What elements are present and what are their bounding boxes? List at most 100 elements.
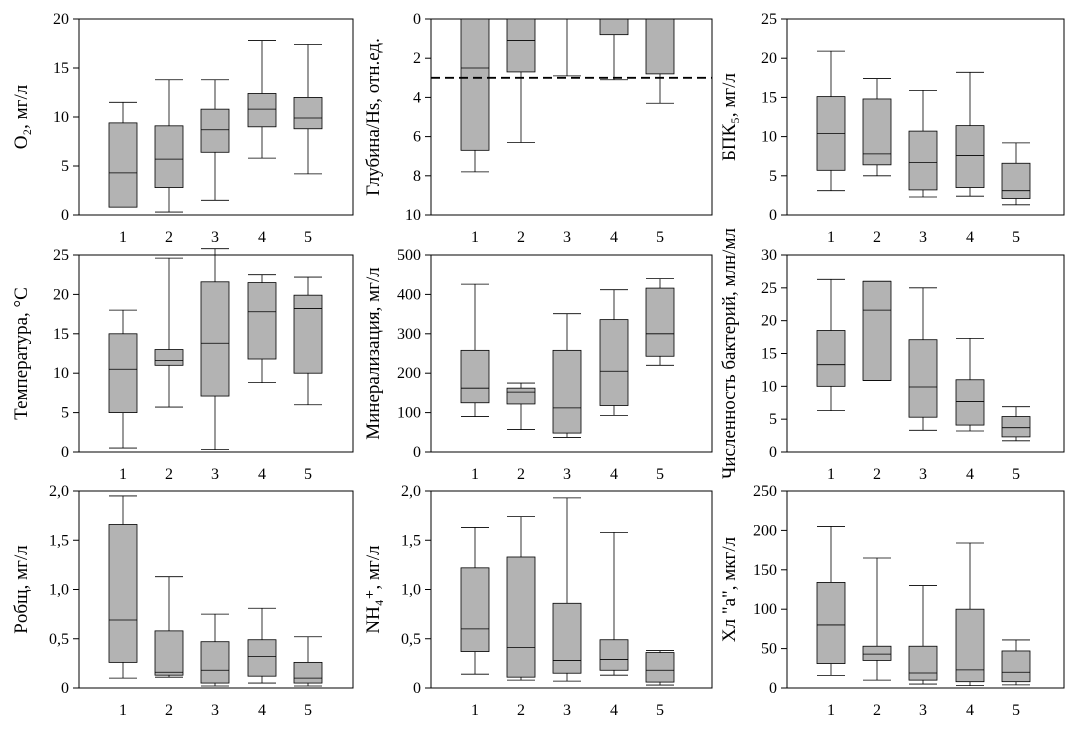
- x-tick-label: 2: [165, 229, 173, 246]
- iqr-box: [552, 602, 582, 674]
- y-tick-label: 1,0: [49, 582, 69, 599]
- y-tick-label: 500: [397, 247, 421, 264]
- y-tick-label: 200: [397, 365, 421, 382]
- y-tick-label: 25: [53, 247, 69, 264]
- chart-panel-5: 0 100 200 300 400 500 1 2 3 4 5 Минерализация, мг/л: [363, 247, 713, 483]
- y-tick-label: 250: [753, 483, 777, 500]
- box-category-4: [599, 531, 629, 676]
- x-tick-label: 2: [873, 229, 881, 246]
- box-category-5: [1001, 639, 1031, 686]
- x-tick-label: 5: [656, 702, 664, 719]
- iqr-box: [645, 287, 675, 357]
- box-category-1: [108, 101, 138, 208]
- y-tick-label: 1,5: [49, 532, 69, 549]
- y-tick-label: 15: [761, 89, 777, 106]
- x-tick-label: 2: [873, 702, 881, 719]
- iqr-box: [816, 582, 846, 664]
- y-tick-label: 200: [753, 522, 777, 539]
- box-category-5: [645, 650, 675, 686]
- plot-frame: [786, 490, 1065, 689]
- y-tick-label: 2: [413, 50, 421, 67]
- y-tick-label: 8: [413, 168, 421, 185]
- x-tick-label: 3: [211, 466, 219, 483]
- y-tick-label: 10: [761, 378, 777, 395]
- x-tick-label: 1: [471, 702, 479, 719]
- x-tick-label: 5: [656, 466, 664, 483]
- x-tick-label: 2: [165, 466, 173, 483]
- box-category-3: [200, 248, 230, 451]
- box-category-5: [293, 276, 323, 406]
- iqr-box: [460, 349, 490, 404]
- iqr-box: [955, 379, 985, 426]
- iqr-box: [1001, 416, 1031, 438]
- x-tick-label: 5: [1012, 702, 1020, 719]
- iqr-box: [599, 639, 629, 671]
- x-tick-label: 4: [966, 466, 974, 483]
- box-category-1: [460, 18, 490, 173]
- iqr-box: [247, 93, 277, 128]
- y-tick-label: 10: [761, 129, 777, 146]
- x-tick-label: 2: [517, 702, 525, 719]
- y-axis-label: Численность бактерий, млн/мл: [719, 228, 740, 479]
- iqr-box: [247, 639, 277, 677]
- x-tick-label: 1: [119, 702, 127, 719]
- chart-panel-3: 0 5 10 15 20 25 1 2 3 4 5 БПК₅, мг/л: [719, 11, 1065, 246]
- x-tick-label: 3: [919, 229, 927, 246]
- box-category-2: [154, 79, 184, 213]
- y-tick-label: 10: [53, 365, 69, 382]
- iqr-box: [293, 97, 323, 130]
- x-tick-label: 3: [563, 229, 571, 246]
- x-tick-label: 1: [471, 466, 479, 483]
- box-category-2: [506, 382, 536, 430]
- iqr-box: [506, 387, 536, 405]
- y-axis-label: O₂, мг/л: [11, 84, 32, 149]
- x-tick-label: 5: [304, 466, 312, 483]
- y-tick-label: 0: [61, 680, 69, 697]
- iqr-box: [908, 130, 938, 191]
- y-tick-label: 400: [397, 286, 421, 303]
- iqr-box: [460, 18, 490, 151]
- y-tick-label: 20: [53, 286, 69, 303]
- chart-panel-1: 0 5 10 15 20 1 2 3 4 5 O₂, мг/л: [11, 11, 354, 246]
- y-tick-label: 1,5: [401, 532, 421, 549]
- plot-frame: [78, 254, 354, 453]
- y-axis-label: Температура, °С: [11, 287, 32, 420]
- x-tick-label: 1: [119, 229, 127, 246]
- box-category-5: [645, 278, 675, 366]
- iqr-box: [955, 608, 985, 683]
- x-tick-label: 2: [517, 229, 525, 246]
- y-tick-label: 15: [53, 326, 69, 343]
- box-category-2: [154, 576, 184, 678]
- y-tick-label: 300: [397, 326, 421, 343]
- box-category-4: [955, 71, 985, 197]
- box-category-4: [247, 607, 277, 684]
- y-tick-label: 0: [769, 680, 777, 697]
- x-tick-label: 3: [563, 702, 571, 719]
- box-category-5: [293, 636, 323, 687]
- box-category-1: [108, 309, 138, 449]
- iqr-box: [460, 567, 490, 652]
- y-tick-label: 20: [761, 313, 777, 330]
- box-category-1: [460, 527, 490, 675]
- y-tick-label: 10: [53, 109, 69, 126]
- y-axis-label: Хл "а", мкг/л: [719, 536, 740, 642]
- box-category-5: [1001, 142, 1031, 206]
- x-tick-label: 4: [610, 229, 618, 246]
- iqr-box: [599, 319, 629, 406]
- x-tick-label: 2: [517, 466, 525, 483]
- y-tick-label: 100: [753, 601, 777, 618]
- box-category-3: [200, 613, 230, 687]
- x-tick-label: 4: [258, 466, 266, 483]
- y-tick-label: 30: [761, 247, 777, 264]
- iqr-box: [1001, 162, 1031, 199]
- y-tick-label: 5: [61, 405, 69, 422]
- iqr-box: [200, 641, 230, 684]
- y-tick-label: 25: [761, 280, 777, 297]
- y-tick-label: 25: [761, 11, 777, 28]
- box-category-2: [862, 280, 892, 381]
- iqr-box: [908, 339, 938, 418]
- iqr-box: [200, 108, 230, 153]
- y-tick-label: 20: [761, 50, 777, 67]
- x-tick-label: 4: [258, 702, 266, 719]
- iqr-box: [293, 661, 323, 684]
